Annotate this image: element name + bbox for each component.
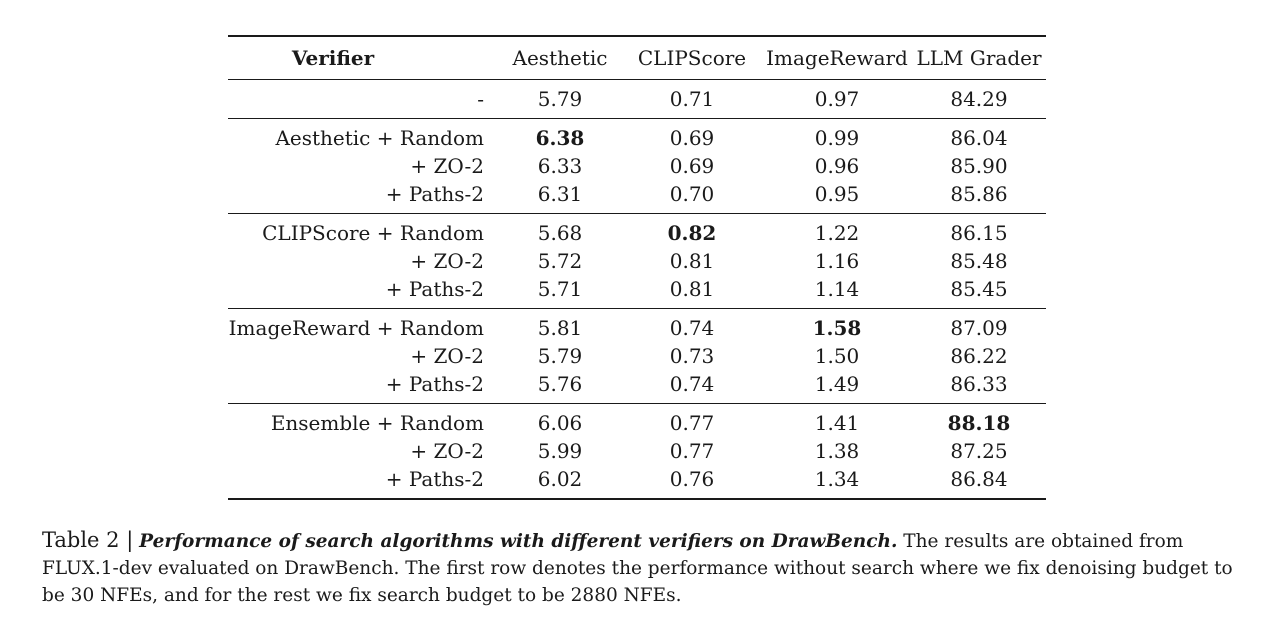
- imagereward-cell: 1.22: [814, 221, 860, 245]
- llm-grader-cell: 85.48: [950, 249, 1008, 273]
- aesthetic-cell: 5.99: [537, 439, 583, 463]
- imagereward-cell: 1.38: [814, 439, 860, 463]
- llm-grader-cell: 84.29: [950, 87, 1008, 111]
- imagereward-cell: 1.16: [814, 249, 860, 273]
- imagereward-cell: 1.41: [814, 411, 860, 435]
- clipscore-cell: 0.81: [669, 277, 715, 301]
- aesthetic-cell: 5.72: [537, 249, 583, 273]
- results-table: Verifier Aesthetic CLIPScore ImageReward…: [228, 35, 1046, 500]
- column-header-aesthetic: Aesthetic: [512, 46, 608, 70]
- aesthetic-cell: 5.68: [537, 221, 583, 245]
- table-row: + Paths-2 5.71 0.81 1.14 85.45: [228, 275, 1046, 309]
- caption-title: Performance of search algorithms with di…: [139, 531, 898, 552]
- verifier-cell: + Paths-2: [385, 372, 484, 396]
- table-row: + ZO-2 5.99 0.77 1.38 87.25: [228, 437, 1046, 465]
- verifier-cell: + Paths-2: [385, 467, 484, 491]
- verifier-cell: Ensemble + Random: [270, 411, 484, 435]
- clipscore-verifier-group: CLIPScore + Random 5.68 0.82 1.22 86.15 + ZO-…: [228, 214, 1046, 309]
- imagereward-cell: 1.58: [812, 316, 862, 340]
- llm-grader-cell: 86.04: [950, 126, 1008, 150]
- caption-label: Table 2 |: [42, 528, 134, 552]
- verifier-cell: + ZO-2: [410, 439, 484, 463]
- table-row: + ZO-2 6.33 0.69 0.96 85.90: [228, 152, 1046, 180]
- llm-grader-cell: 86.22: [950, 344, 1008, 368]
- imagereward-verifier-group: ImageReward + Random 5.81 0.74 1.58 87.09 + Z…: [228, 309, 1046, 404]
- verifier-cell: CLIPScore + Random: [262, 221, 484, 245]
- llm-grader-cell: 88.18: [947, 411, 1011, 435]
- aesthetic-cell: 6.33: [537, 154, 583, 178]
- table-header: Verifier Aesthetic CLIPScore ImageReward…: [228, 36, 1046, 80]
- llm-grader-cell: 85.90: [950, 154, 1008, 178]
- table-row: + ZO-2 5.72 0.81 1.16 85.48: [228, 247, 1046, 275]
- clipscore-cell: 0.82: [667, 221, 717, 245]
- verifier-cell: + Paths-2: [385, 182, 484, 206]
- clipscore-cell: 0.81: [669, 249, 715, 273]
- clipscore-cell: 0.70: [669, 182, 715, 206]
- aesthetic-cell: 6.31: [537, 182, 583, 206]
- aesthetic-cell: 5.71: [537, 277, 583, 301]
- table-row-baseline: - 5.79 0.71 0.97 84.29: [228, 80, 1046, 119]
- clipscore-cell: 0.74: [669, 372, 715, 396]
- imagereward-cell: 1.34: [814, 467, 860, 491]
- imagereward-cell: 0.95: [814, 182, 860, 206]
- llm-grader-cell: 85.86: [950, 182, 1008, 206]
- verifier-cell: -: [477, 87, 484, 111]
- clipscore-cell: 0.71: [669, 87, 715, 111]
- column-header-verifier: Verifier: [291, 46, 375, 70]
- aesthetic-cell: 5.81: [537, 316, 583, 340]
- verifier-cell: + ZO-2: [410, 249, 484, 273]
- clipscore-cell: 0.77: [669, 411, 715, 435]
- aesthetic-verifier-group: Aesthetic + Random 6.38 0.69 0.99 86.04 + ZO-…: [228, 119, 1046, 214]
- imagereward-cell: 0.97: [814, 87, 860, 111]
- llm-grader-cell: 87.09: [950, 316, 1008, 340]
- table-row: ImageReward + Random 5.81 0.74 1.58 87.09: [228, 309, 1046, 343]
- verifier-cell: + ZO-2: [410, 344, 484, 368]
- clipscore-cell: 0.73: [669, 344, 715, 368]
- table-row: Ensemble + Random 6.06 0.77 1.41 88.18: [228, 404, 1046, 438]
- imagereward-cell: 1.50: [814, 344, 860, 368]
- table-caption: Table 2 | Performance of search algorith…: [42, 527, 1242, 609]
- verifier-cell: ImageReward + Random: [228, 316, 484, 340]
- llm-grader-cell: 86.84: [950, 467, 1008, 491]
- ensemble-verifier-group: Ensemble + Random 6.06 0.77 1.41 88.18 + ZO-2…: [228, 404, 1046, 499]
- verifier-cell: + Paths-2: [385, 277, 484, 301]
- aesthetic-cell: 5.76: [537, 372, 583, 396]
- aesthetic-cell: 6.02: [537, 467, 583, 491]
- clipscore-cell: 0.76: [669, 467, 715, 491]
- imagereward-cell: 0.99: [814, 126, 860, 150]
- llm-grader-cell: 86.33: [950, 372, 1008, 396]
- aesthetic-cell: 6.38: [535, 126, 585, 150]
- llm-grader-cell: 86.15: [950, 221, 1008, 245]
- column-header-llm-grader: LLM Grader: [916, 46, 1042, 70]
- table-row: + Paths-2 6.02 0.76 1.34 86.84: [228, 465, 1046, 499]
- column-header-clipscore: CLIPScore: [637, 46, 747, 70]
- clipscore-cell: 0.74: [669, 316, 715, 340]
- table-row: + ZO-2 5.79 0.73 1.50 86.22: [228, 342, 1046, 370]
- baseline-group: - 5.79 0.71 0.97 84.29: [228, 80, 1046, 119]
- column-header-imagereward: ImageReward: [766, 46, 908, 70]
- aesthetic-cell: 5.79: [537, 87, 583, 111]
- llm-grader-cell: 85.45: [950, 277, 1008, 301]
- verifier-cell: + ZO-2: [410, 154, 484, 178]
- table-row: Aesthetic + Random 6.38 0.69 0.99 86.04: [228, 119, 1046, 153]
- verifier-cell: Aesthetic + Random: [275, 126, 484, 150]
- imagereward-cell: 1.14: [814, 277, 860, 301]
- aesthetic-cell: 6.06: [537, 411, 583, 435]
- imagereward-cell: 0.96: [814, 154, 860, 178]
- clipscore-cell: 0.69: [669, 154, 715, 178]
- table-row: + Paths-2 6.31 0.70 0.95 85.86: [228, 180, 1046, 214]
- clipscore-cell: 0.77: [669, 439, 715, 463]
- imagereward-cell: 1.49: [814, 372, 860, 396]
- table-row: + Paths-2 5.76 0.74 1.49 86.33: [228, 370, 1046, 404]
- clipscore-cell: 0.69: [669, 126, 715, 150]
- aesthetic-cell: 5.79: [537, 344, 583, 368]
- table-row: CLIPScore + Random 5.68 0.82 1.22 86.15: [228, 214, 1046, 248]
- caption-body: The results are obtained from FLUX.1-dev…: [42, 531, 1233, 606]
- header-row: Verifier Aesthetic CLIPScore ImageReward…: [228, 36, 1046, 80]
- llm-grader-cell: 87.25: [950, 439, 1008, 463]
